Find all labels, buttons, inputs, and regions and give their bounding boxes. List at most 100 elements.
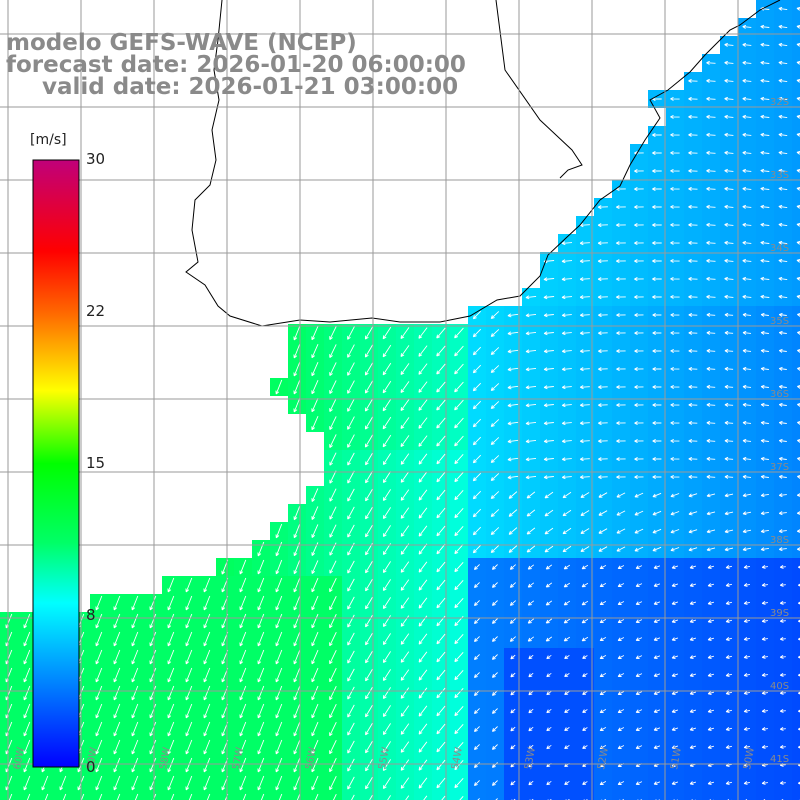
wind-speed-cell xyxy=(234,792,252,800)
wind-arrow xyxy=(670,384,680,389)
wind-speed-cell xyxy=(270,792,288,800)
wind-arrow xyxy=(364,416,373,430)
wind-arrow xyxy=(706,529,716,534)
wind-arrow xyxy=(670,96,680,101)
wind-arrow xyxy=(724,547,734,552)
wind-speed-cell xyxy=(342,792,360,800)
wind-arrow xyxy=(347,380,355,394)
wind-arrow xyxy=(382,597,391,609)
wind-arrow xyxy=(293,560,301,575)
wind-speed-cell xyxy=(792,306,800,324)
wind-arrow xyxy=(329,740,337,755)
wind-arrow xyxy=(724,456,734,461)
wind-arrow xyxy=(546,708,552,714)
wind-arrow xyxy=(671,709,679,713)
wind-arrow xyxy=(400,435,410,447)
wind-arrow xyxy=(652,151,662,155)
wind-arrow xyxy=(400,525,410,537)
wind-arrow xyxy=(599,619,607,624)
wind-arrow xyxy=(311,380,319,395)
wind-arrow xyxy=(369,794,373,800)
wind-arrow xyxy=(400,489,410,501)
wind-arrow xyxy=(365,776,373,790)
wind-arrow xyxy=(418,723,428,735)
wind-arrow xyxy=(23,613,31,629)
wind-arrow xyxy=(545,582,553,588)
wind-arrow xyxy=(689,727,697,731)
wind-arrow xyxy=(742,168,752,173)
wind-arrow xyxy=(95,757,103,773)
wind-arrow xyxy=(491,726,498,732)
wind-arrow xyxy=(652,277,662,281)
wind-arrow xyxy=(507,439,519,444)
wind-arrow xyxy=(418,345,428,357)
wind-arrow xyxy=(778,474,787,479)
wind-arrow xyxy=(761,565,768,569)
wind-arrow xyxy=(634,403,644,408)
wind-arrow xyxy=(615,223,626,228)
wind-arrow xyxy=(706,150,716,155)
wind-arrow xyxy=(382,633,391,645)
wind-arrow xyxy=(257,613,265,629)
wind-speed-cell xyxy=(792,36,800,54)
wind-arrow xyxy=(653,655,661,659)
wind-arrow xyxy=(185,649,193,665)
wind-speed-cell xyxy=(702,792,720,800)
wind-arrow xyxy=(634,439,644,444)
wind-arrow xyxy=(257,595,265,611)
wind-arrow xyxy=(387,795,391,800)
wind-arrow xyxy=(635,601,643,605)
wind-arrow xyxy=(725,655,733,659)
wind-arrow xyxy=(561,475,572,480)
wind-arrow xyxy=(581,636,589,642)
wind-arrow xyxy=(670,438,680,443)
wind-arrow xyxy=(670,529,680,534)
wind-arrow xyxy=(365,650,373,664)
wind-arrow xyxy=(543,421,554,426)
wind-arrow xyxy=(742,78,752,83)
wind-arrow xyxy=(579,403,590,408)
wind-arrow xyxy=(760,42,770,47)
wind-arrow xyxy=(778,529,787,534)
wind-arrow xyxy=(525,313,537,318)
wind-arrow xyxy=(507,421,519,426)
wind-arrow xyxy=(293,613,301,629)
wind-arrow xyxy=(400,633,410,645)
longitude-label: 55W xyxy=(377,746,392,770)
wind-arrow xyxy=(653,709,661,713)
wind-arrow xyxy=(724,384,734,389)
wind-speed-cell xyxy=(612,792,630,800)
wind-arrow xyxy=(599,565,607,570)
wind-arrow xyxy=(382,507,391,519)
wind-arrow xyxy=(561,313,572,318)
latitude-label: 35S xyxy=(770,316,789,327)
wind-arrow xyxy=(778,96,788,101)
wind-arrow xyxy=(779,583,786,587)
wind-arrow xyxy=(688,312,698,317)
wind-arrow xyxy=(436,579,446,591)
wind-arrow xyxy=(526,527,536,535)
latitude-label: 34S xyxy=(770,243,789,254)
wind-arrow xyxy=(275,559,283,575)
wind-arrow xyxy=(491,582,498,588)
wind-arrow xyxy=(490,383,500,392)
wind-speed-cell xyxy=(738,792,756,800)
wind-arrow xyxy=(185,775,193,791)
wind-arrow xyxy=(761,655,768,659)
wind-arrow xyxy=(185,757,193,773)
wind-arrow xyxy=(418,471,428,483)
wind-arrow xyxy=(329,470,337,484)
wind-arrow xyxy=(724,78,734,83)
wind-arrow xyxy=(724,222,734,227)
wind-arrow xyxy=(436,777,446,789)
wind-arrow xyxy=(688,384,698,389)
wind-speed-cell xyxy=(792,18,800,36)
wind-arrow xyxy=(203,703,211,719)
wind-arrow xyxy=(203,775,211,791)
wind-arrow xyxy=(761,583,768,587)
wind-speed-cell xyxy=(180,792,198,800)
wind-arrow xyxy=(203,649,211,665)
wind-arrow xyxy=(598,492,608,498)
wind-speed-cell xyxy=(792,126,800,144)
wind-arrow xyxy=(473,780,480,787)
